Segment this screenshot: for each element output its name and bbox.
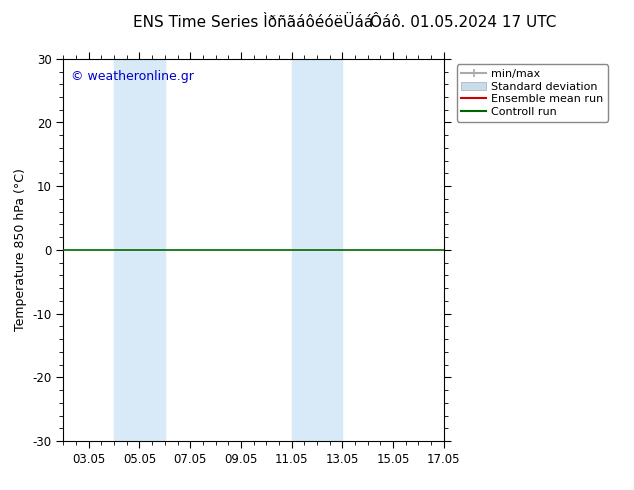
Text: Ôáô. 01.05.2024 17 UTC: Ôáô. 01.05.2024 17 UTC <box>370 15 556 30</box>
Y-axis label: Temperature 850 hPa (°C): Temperature 850 hPa (°C) <box>14 169 27 331</box>
Bar <box>114 59 165 441</box>
Text: © weatheronline.gr: © weatheronline.gr <box>71 70 194 83</box>
Text: ENS Time Series ÌðñãáôéóëÜáá: ENS Time Series ÌðñãáôéóëÜáá <box>134 15 373 30</box>
Legend: min/max, Standard deviation, Ensemble mean run, Controll run: min/max, Standard deviation, Ensemble me… <box>457 64 608 122</box>
Bar <box>292 59 342 441</box>
